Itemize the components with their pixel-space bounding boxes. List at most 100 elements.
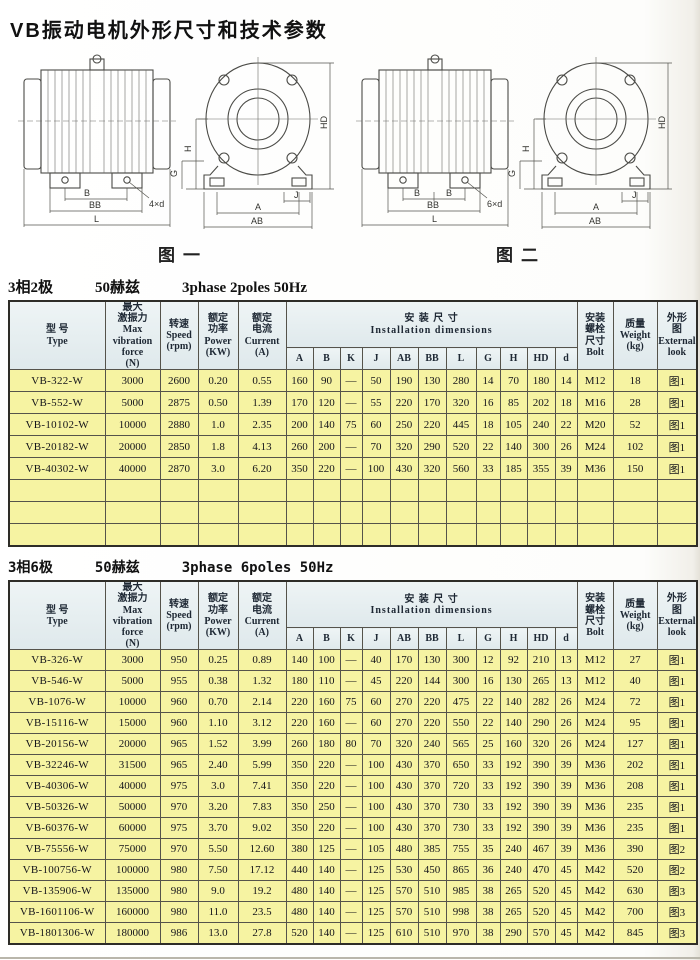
cell-H: 240	[499, 838, 528, 861]
cell-force: 31500	[104, 754, 161, 777]
cell-type: VB-1076-W	[8, 691, 106, 714]
cell-force	[104, 479, 161, 503]
cell-force	[104, 523, 161, 547]
cell-AB: 430	[389, 457, 419, 481]
cell-K	[339, 501, 363, 525]
cell-HD: 467	[526, 838, 556, 861]
header-dim-L: L	[445, 347, 477, 371]
cell-H: 265	[499, 901, 528, 924]
cell-G	[475, 523, 501, 547]
section-poles-label: 3相6极	[8, 560, 53, 577]
cell-K: —	[339, 391, 363, 415]
cell-weight: 235	[612, 796, 658, 819]
cell-type: VB-1801306-W	[8, 922, 106, 945]
cell-force: 5000	[104, 391, 161, 415]
dim-label-HD: HD	[657, 116, 667, 129]
cell-look	[656, 523, 698, 547]
dim-label-L: L	[94, 214, 99, 224]
cell-current: 1.39	[237, 391, 287, 415]
cell-weight: 700	[612, 901, 658, 924]
cell-look: 图1	[656, 817, 698, 840]
cell-look: 图1	[656, 649, 698, 672]
cell-J: 125	[361, 922, 391, 945]
cell-power: 0.25	[197, 649, 239, 672]
header-power: 额定 功率 Power (KW)	[197, 580, 239, 651]
cell-B: 140	[312, 413, 341, 437]
cell-speed: 950	[159, 649, 199, 672]
cell-speed: 975	[159, 775, 199, 798]
cell-weight: 520	[612, 859, 658, 882]
cell-K: —	[339, 901, 363, 924]
cell-current: 4.13	[237, 435, 287, 459]
section-heading-2poles: 3相2极 50赫兹 3phase 2poles 50Hz	[8, 276, 700, 297]
header-max-vibration-force: 最大 激振力 Max vibration force (N)	[104, 300, 161, 371]
cell-G	[475, 501, 501, 525]
cell-A: 520	[285, 922, 314, 945]
dim-label-d: 4×d	[149, 199, 164, 209]
dim-label-B: B	[84, 188, 90, 198]
cell-HD: 202	[526, 391, 556, 415]
cell-H: 290	[499, 922, 528, 945]
cell-J: 60	[361, 691, 391, 714]
cell-current: 0.89	[237, 649, 287, 672]
header-weight: 质量 Weight (kg)	[612, 580, 658, 651]
figure-2-caption: 图二	[496, 246, 546, 265]
cell-B	[312, 479, 341, 503]
header-speed: 转速 Speed (rpm)	[159, 300, 199, 371]
cell-L: 720	[445, 775, 477, 798]
cell-H: 92	[499, 649, 528, 672]
cell-speed: 955	[159, 670, 199, 693]
cell-speed	[159, 479, 199, 503]
cell-G: 22	[475, 712, 501, 735]
cell-H: 105	[499, 413, 528, 437]
cell-type: VB-135906-W	[8, 880, 106, 903]
cell-weight: 28	[612, 391, 658, 415]
cell-type: VB-100756-W	[8, 859, 106, 882]
header-dim-G: G	[475, 627, 501, 651]
cell-H: 192	[499, 796, 528, 819]
cell-d: 39	[554, 838, 578, 861]
cell-d	[554, 523, 578, 547]
table-row: VB-40302-W 40000 2870 3.0 6.20 350 220—100 430 3…	[8, 457, 698, 481]
cell-A: 380	[285, 838, 314, 861]
cell-BB: 220	[417, 712, 447, 735]
spec-table-2poles: 型 号 Type 最大 激振力 Max vibration force (N) 转速…	[8, 300, 699, 548]
cell-K	[339, 523, 363, 547]
table-row	[8, 479, 698, 503]
cell-HD: 282	[526, 691, 556, 714]
cell-A	[285, 479, 314, 503]
table-row: VB-1801306-W 180000 986 13.0 27.8 520 140—125 6…	[8, 922, 698, 945]
cell-speed: 2875	[159, 391, 199, 415]
cell-d: 26	[554, 435, 578, 459]
cell-B: 90	[312, 369, 341, 393]
cell-current: 7.41	[237, 775, 287, 798]
cell-AB: 270	[389, 712, 419, 735]
cell-AB: 480	[389, 838, 419, 861]
cell-H	[499, 501, 528, 525]
cell-d: 45	[554, 880, 578, 903]
cell-AB: 250	[389, 413, 419, 437]
cell-J: 125	[361, 859, 391, 882]
cell-speed: 2600	[159, 369, 199, 393]
cell-K: 75	[339, 691, 363, 714]
cell-weight: 127	[612, 733, 658, 756]
dim-label-A: A	[255, 202, 261, 212]
cell-K: —	[339, 670, 363, 693]
cell-bolt: M24	[576, 712, 614, 735]
cell-J: 70	[361, 435, 391, 459]
table-row: VB-20156-W 20000 965 1.52 3.99 260 180 80 70 320 2…	[8, 733, 698, 756]
cell-G: 35	[475, 838, 501, 861]
cell-H: 192	[499, 775, 528, 798]
cell-speed	[159, 501, 199, 525]
cell-weight	[612, 501, 658, 525]
cell-look: 图1	[656, 754, 698, 777]
cell-force: 100000	[104, 859, 161, 882]
cell-HD: 265	[526, 670, 556, 693]
cell-bolt: M36	[576, 457, 614, 481]
cell-L: 560	[445, 457, 477, 481]
cell-force: 20000	[104, 733, 161, 756]
cell-G: 33	[475, 775, 501, 798]
cell-AB: 570	[389, 880, 419, 903]
cell-d: 14	[554, 369, 578, 393]
cell-bolt: M42	[576, 859, 614, 882]
